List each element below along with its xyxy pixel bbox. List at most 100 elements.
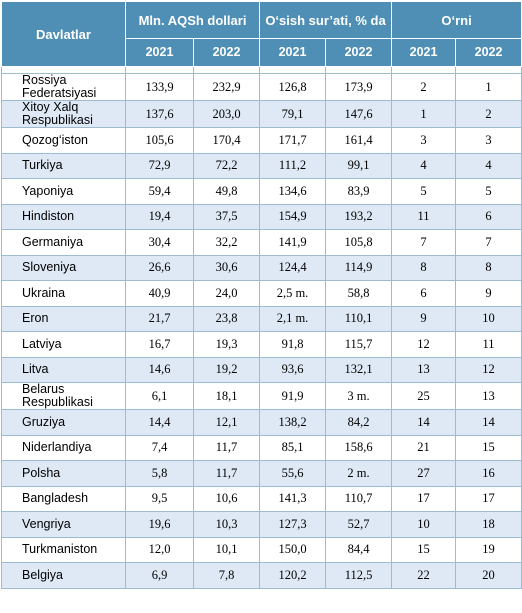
growth-2022-cell: 52,7 — [325, 511, 393, 538]
value-2021-cell: 14,6 — [125, 356, 194, 383]
header-year: 2021 — [259, 38, 327, 67]
header-group-value: Mln. AQSh dollari — [124, 1, 261, 39]
country-name: Bangladesh — [1, 485, 126, 512]
rank-2021-cell: 6 — [391, 280, 457, 307]
growth-2021-cell: 150,0 — [259, 536, 327, 563]
growth-2021-cell: 120,2 — [259, 562, 327, 589]
country-name: Belarus Respublikasi — [1, 382, 126, 410]
rank-2021-cell: 12 — [391, 331, 457, 358]
table-row: Gruziya 14,4 12,1 138,2 84,2 14 14 — [1, 409, 522, 436]
value-2021-cell: 19,6 — [125, 511, 194, 538]
country-name: Ukraina — [1, 280, 126, 307]
rank-2021-cell: 1 — [391, 100, 457, 128]
table-row: Niderlandiya 7,4 11,7 85,1 158,6 21 15 — [1, 434, 522, 461]
country-name: Vengriya — [1, 511, 126, 538]
value-2022-cell: 19,3 — [192, 331, 261, 358]
country-name: Litva — [1, 356, 126, 383]
table-row: Vengriya 19,6 10,3 127,3 52,7 10 18 — [1, 511, 522, 538]
rank-2022-cell: 10 — [455, 305, 522, 332]
value-2022-cell: 11,7 — [192, 434, 261, 461]
value-2021-cell: 30,4 — [125, 229, 194, 256]
value-2022-cell: 32,2 — [192, 229, 261, 256]
rank-2022-cell: 7 — [455, 229, 522, 256]
value-2022-cell: 19,2 — [192, 356, 261, 383]
table-row: Litva 14,6 19,2 93,6 132,1 13 12 — [1, 356, 522, 383]
value-2022-cell: 10,3 — [192, 511, 261, 538]
country-name: Turkiya — [1, 152, 126, 179]
growth-2021-cell: 141,3 — [259, 485, 327, 512]
country-name: Turkmaniston — [1, 536, 126, 563]
rank-2021-cell: 3 — [391, 127, 457, 154]
value-2021-cell: 59,4 — [125, 178, 194, 205]
growth-2022-cell: 115,7 — [325, 331, 393, 358]
rank-2021-cell: 14 — [391, 409, 457, 436]
value-2022-cell: 170,4 — [192, 127, 261, 154]
rank-2022-cell: 12 — [455, 356, 522, 383]
value-2022-cell: 24,0 — [192, 280, 261, 307]
rank-2022-cell: 3 — [455, 127, 522, 154]
growth-2021-cell: 85,1 — [259, 434, 327, 461]
value-2022-cell: 232,9 — [192, 73, 261, 101]
value-2022-cell: 7,8 — [192, 562, 261, 589]
rank-2021-cell: 15 — [391, 536, 457, 563]
header-year: 2022 — [192, 38, 261, 67]
growth-2022-cell: 83,9 — [325, 178, 393, 205]
rank-2021-cell: 4 — [391, 152, 457, 179]
rank-2022-cell: 5 — [455, 178, 522, 205]
rank-2022-cell: 20 — [455, 562, 522, 589]
table-row: Turkiya 72,9 72,2 111,2 99,1 4 4 — [1, 152, 522, 179]
growth-2021-cell: 141,9 — [259, 229, 327, 256]
header-group-growth: O‘sish sur’ati, % da — [259, 1, 393, 39]
value-2022-cell: 30,6 — [192, 254, 261, 281]
spacer-row — [1, 66, 522, 74]
value-2021-cell: 7,4 — [125, 434, 194, 461]
value-2021-cell: 14,4 — [125, 409, 194, 436]
value-2022-cell: 37,5 — [192, 203, 261, 230]
rank-2021-cell: 2 — [391, 73, 457, 101]
country-name: Qozog‘iston — [1, 127, 126, 154]
growth-2021-cell: 154,9 — [259, 203, 327, 230]
rank-2022-cell: 17 — [455, 485, 522, 512]
value-2021-cell: 137,6 — [125, 100, 194, 128]
growth-2022-cell: 132,1 — [325, 356, 393, 383]
growth-2022-cell: 2 m. — [325, 460, 393, 487]
value-2022-cell: 10,1 — [192, 536, 261, 563]
table-row: Bangladesh 9,5 10,6 141,3 110,7 17 17 — [1, 485, 522, 512]
rank-2021-cell: 10 — [391, 511, 457, 538]
rank-2022-cell: 4 — [455, 152, 522, 179]
value-2022-cell: 11,7 — [192, 460, 261, 487]
growth-2021-cell: 2,1 m. — [259, 305, 327, 332]
value-2021-cell: 6,1 — [125, 382, 194, 410]
table-row: Latviya 16,7 19,3 91,8 115,7 12 11 — [1, 331, 522, 358]
rank-2021-cell: 25 — [391, 382, 457, 410]
header-year: 2022 — [455, 38, 522, 67]
rank-2022-cell: 6 — [455, 203, 522, 230]
rank-2022-cell: 11 — [455, 331, 522, 358]
growth-2022-cell: 112,5 — [325, 562, 393, 589]
value-2021-cell: 19,4 — [125, 203, 194, 230]
country-name: Gruziya — [1, 409, 126, 436]
table-row: Eron 21,7 23,8 2,1 m. 110,1 9 10 — [1, 305, 522, 332]
growth-2021-cell: 134,6 — [259, 178, 327, 205]
growth-2022-cell: 193,2 — [325, 203, 393, 230]
header-group-rank: O‘rni — [391, 1, 522, 39]
rank-2021-cell: 7 — [391, 229, 457, 256]
growth-2021-cell: 79,1 — [259, 100, 327, 128]
header-year: 2021 — [125, 38, 194, 67]
rank-2021-cell: 8 — [391, 254, 457, 281]
growth-2022-cell: 161,4 — [325, 127, 393, 154]
rank-2021-cell: 9 — [391, 305, 457, 332]
value-2021-cell: 105,6 — [125, 127, 194, 154]
rank-2022-cell: 1 — [455, 73, 522, 101]
value-2021-cell: 9,5 — [125, 485, 194, 512]
country-name: Yaponiya — [1, 178, 126, 205]
table-row: Belgiya 6,9 7,8 120,2 112,5 22 20 — [1, 562, 522, 589]
rank-2022-cell: 16 — [455, 460, 522, 487]
growth-2022-cell: 110,1 — [325, 305, 393, 332]
value-2022-cell: 23,8 — [192, 305, 261, 332]
table-row: Rossiya Federatsiyasi 133,9 232,9 126,8 173,… — [1, 73, 522, 101]
country-name: Polsha — [1, 460, 126, 487]
rank-2021-cell: 11 — [391, 203, 457, 230]
country-name: Sloveniya — [1, 254, 126, 281]
rank-2021-cell: 17 — [391, 485, 457, 512]
